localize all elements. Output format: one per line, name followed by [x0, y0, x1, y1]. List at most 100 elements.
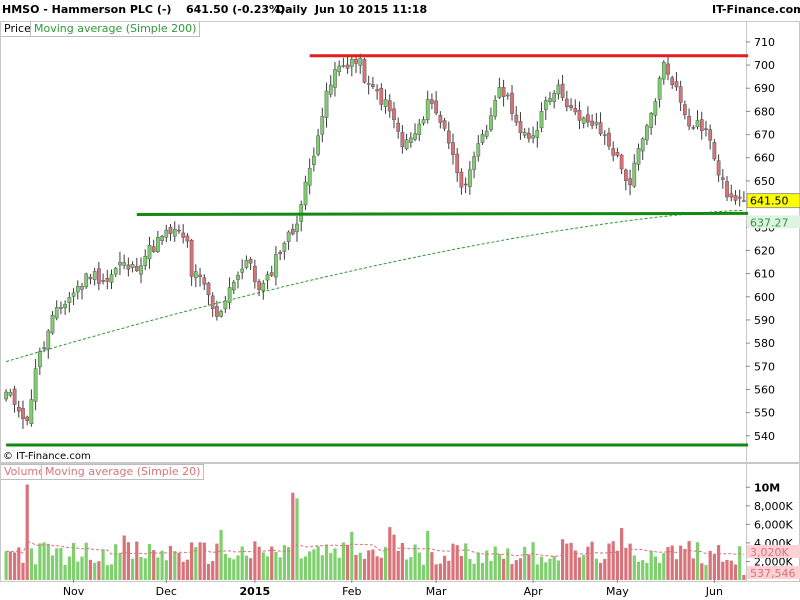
candle-body: [290, 228, 295, 235]
brand-link[interactable]: IT-Finance.com: [712, 3, 800, 16]
candle: [687, 108, 691, 131]
volume-bar: [228, 557, 232, 580]
volume-bar: [38, 543, 42, 580]
volume-bar: [333, 548, 337, 580]
volume-bar: [594, 558, 598, 580]
candle-body: [455, 153, 460, 174]
candle: [535, 121, 540, 148]
legend-ma200[interactable]: Moving average (Simple 200): [30, 21, 201, 37]
x-tick-label: Nov: [63, 585, 85, 598]
price-tick-label: 670: [754, 129, 775, 142]
volume-bar: [396, 551, 400, 580]
volume-bar: [556, 560, 560, 580]
candle: [611, 141, 616, 162]
candle-body: [645, 125, 649, 141]
volume-bar: [641, 560, 645, 580]
candle: [564, 90, 569, 112]
candle-body: [303, 181, 308, 206]
candle-body: [286, 231, 291, 242]
candle-body: [219, 311, 223, 317]
candle: [290, 223, 295, 236]
candle-body: [33, 368, 38, 402]
price-tick-label: 710: [754, 36, 775, 49]
candle-body: [446, 130, 451, 144]
price-panel-frame: [0, 21, 800, 463]
volume-bar: [244, 555, 248, 580]
candle-body: [434, 100, 438, 114]
volume-bar: [341, 542, 345, 580]
volume-bar: [738, 546, 742, 580]
candle-body: [586, 114, 590, 123]
candle: [375, 84, 379, 100]
candle-body: [704, 128, 708, 130]
candle-body: [716, 160, 721, 176]
volume-bar: [527, 554, 531, 580]
candle-body: [442, 120, 447, 129]
candle-body: [113, 268, 118, 275]
candle: [417, 118, 422, 141]
candle-body: [375, 89, 379, 92]
candle-body: [223, 300, 228, 310]
candle: [493, 95, 498, 120]
volume-bar: [561, 539, 565, 580]
candle: [472, 151, 476, 179]
volume-bar: [367, 550, 371, 580]
volume-bar: [109, 564, 114, 580]
candle-body: [371, 84, 375, 88]
candle: [257, 279, 261, 297]
volume-bar: [443, 555, 447, 580]
candle-body: [387, 100, 392, 112]
candle-body: [320, 116, 325, 135]
candle-body: [383, 99, 388, 107]
volume-bar: [63, 564, 67, 580]
price-tick-label: 660: [754, 152, 775, 165]
volume-bar: [139, 556, 143, 580]
candle: [661, 60, 666, 85]
candle: [185, 232, 190, 248]
volume-bar: [687, 541, 691, 580]
candle: [522, 128, 527, 139]
legend-ma20[interactable]: Moving average (Simple 20): [41, 464, 205, 480]
volume-bar: [742, 575, 746, 580]
volume-bar: [384, 547, 388, 580]
volume-bar: [329, 553, 333, 580]
candle-body: [84, 273, 89, 288]
candle-body: [139, 265, 143, 275]
candle-body: [404, 139, 409, 150]
candle-body: [50, 314, 55, 334]
volume-bar: [392, 534, 396, 580]
chart-header: HMSO - Hammerson PLC (-) 641.50 (-0.23%)…: [0, 0, 800, 22]
volume-bar: [721, 561, 725, 580]
volume-bar: [190, 542, 194, 580]
candle-body: [164, 229, 169, 238]
candle: [328, 75, 333, 98]
volume-bar: [4, 551, 8, 580]
candle: [476, 135, 481, 162]
volume-bar: [544, 562, 548, 580]
volume-bar: [131, 558, 135, 580]
candle-body: [278, 251, 283, 255]
candle: [556, 79, 561, 100]
volume-bar: [371, 549, 375, 580]
candle: [42, 341, 46, 353]
candle-body: [160, 235, 164, 241]
volume-bar: [21, 562, 25, 580]
volume-panel-frame: [0, 463, 800, 582]
candle: [434, 91, 438, 116]
volume-bar: [215, 543, 219, 580]
candle-body: [215, 306, 219, 317]
candle: [392, 102, 396, 129]
volume-tick-label: 2,000K: [754, 555, 793, 568]
candle: [484, 124, 489, 140]
volume-bar: [455, 545, 459, 580]
volume-bar: [670, 545, 674, 580]
volume-bar: [459, 556, 463, 580]
candle: [88, 273, 93, 285]
candle-body: [42, 347, 46, 349]
volume-ma20-line: [6, 541, 744, 557]
volume-bar: [287, 547, 291, 580]
candle-body: [181, 232, 186, 238]
candle-body: [240, 268, 245, 273]
volume-bar: [34, 564, 38, 580]
candle: [248, 256, 253, 271]
